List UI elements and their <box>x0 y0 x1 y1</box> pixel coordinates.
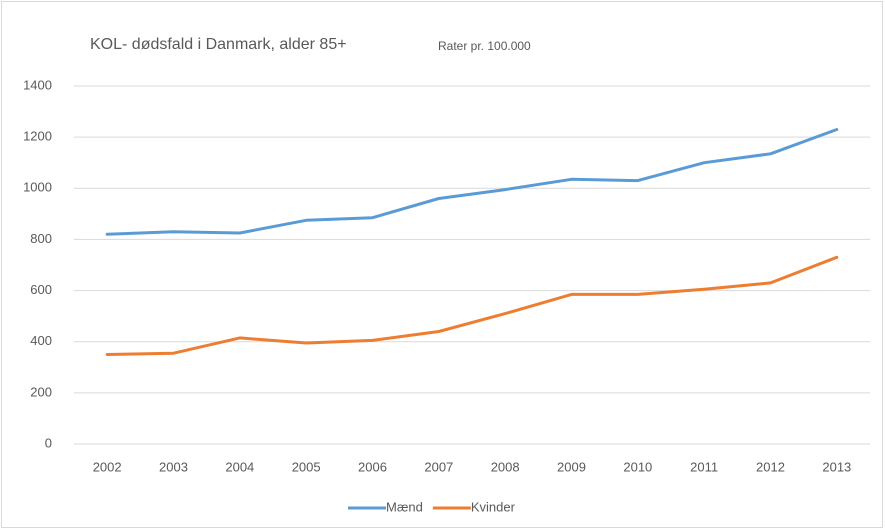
y-tick-label: 1000 <box>23 180 52 195</box>
legend-label: Kvinder <box>471 499 516 514</box>
y-tick-label: 400 <box>30 333 52 348</box>
x-tick-label: 2003 <box>159 459 188 474</box>
x-tick-label: 2010 <box>623 459 652 474</box>
series-line <box>105 128 839 236</box>
x-tick-label: 2008 <box>491 459 520 474</box>
x-tick-label: 2005 <box>292 459 321 474</box>
y-tick-label: 800 <box>30 231 52 246</box>
x-tick-label: 2012 <box>756 459 785 474</box>
x-tick-label: 2013 <box>822 459 851 474</box>
x-tick-label: 2011 <box>690 459 718 474</box>
x-tick-label: 2007 <box>424 459 453 474</box>
y-tick-label: 1200 <box>23 129 52 144</box>
y-tick-label: 200 <box>30 384 52 399</box>
y-tick-label: 0 <box>45 435 52 450</box>
chart-title: KOL- dødsfald i Danmark, alder 85+ <box>90 36 347 53</box>
x-tick-label: 2009 <box>557 459 586 474</box>
x-tick-label: 2006 <box>358 459 387 474</box>
x-tick-label: 2004 <box>225 459 254 474</box>
legend-label: Mænd <box>386 499 423 514</box>
x-tick-label: 2002 <box>93 459 122 474</box>
y-tick-label: 600 <box>30 282 52 297</box>
chart-subtitle: Rater pr. 100.000 <box>438 39 531 53</box>
series-line <box>105 255 839 356</box>
y-tick-label: 1400 <box>23 77 52 92</box>
